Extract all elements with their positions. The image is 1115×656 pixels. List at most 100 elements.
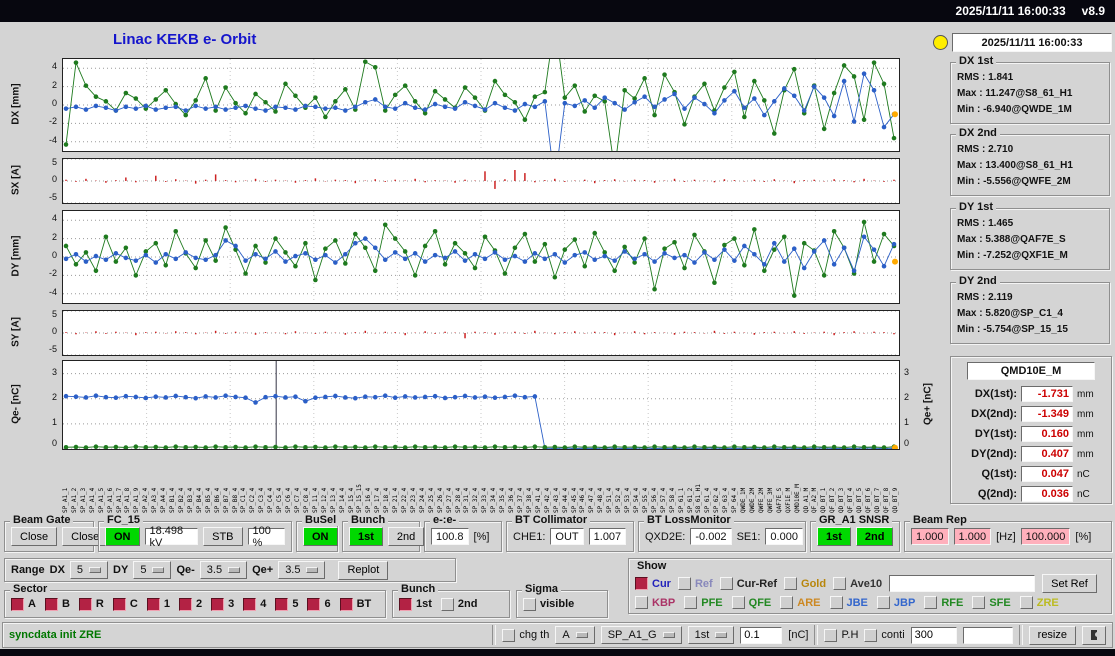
beam-gate-close-1-button[interactable]: Close [11, 527, 58, 546]
bpm-label: QD_A1_M [802, 487, 810, 513]
show-jbp-checkbox-item[interactable]: JBP [876, 596, 915, 609]
checkbox[interactable] [635, 596, 648, 609]
range-qem-select[interactable]: 3.5 [199, 561, 248, 579]
sy-steering-plot[interactable] [62, 310, 900, 356]
replot-button[interactable]: Replot [338, 560, 389, 580]
ph-checkbox-item[interactable]: P.H [824, 628, 858, 642]
checkbox[interactable] [211, 597, 225, 611]
beam-gate-close-2-button[interactable]: Close [62, 527, 109, 546]
bpm-label: SP_36_4 [508, 487, 516, 513]
show-rfe-checkbox-item[interactable]: RFE [924, 596, 963, 609]
checkbox[interactable] [146, 597, 160, 611]
sector-2-checkbox-item[interactable]: 2 [178, 597, 202, 611]
checkbox[interactable] [178, 597, 192, 611]
show-gold-checkbox-item[interactable]: Gold [784, 577, 826, 590]
sector-5-checkbox-item[interactable]: 5 [275, 597, 298, 611]
checkbox[interactable] [833, 577, 847, 590]
busel-on-button[interactable]: ON [303, 527, 338, 546]
checkbox[interactable] [502, 628, 516, 642]
show-sfe-checkbox-item[interactable]: SFE [972, 596, 1011, 609]
checkbox[interactable] [523, 597, 536, 611]
checkbox[interactable] [635, 577, 648, 590]
show-are-checkbox-item[interactable]: ARE [780, 596, 821, 609]
sector-c-checkbox-item[interactable]: C [112, 597, 138, 611]
gr-snsr-2nd-button[interactable]: 2nd [855, 527, 894, 546]
sector-6-checkbox-item[interactable]: 6 [307, 597, 331, 611]
checkbox[interactable] [307, 597, 321, 611]
gr-snsr-1st-button[interactable]: 1st [817, 527, 851, 546]
sector-bt-checkbox-item[interactable]: BT [339, 597, 371, 611]
fc15-title: FC_15 [104, 514, 144, 526]
checkbox[interactable] [780, 596, 794, 609]
range-qep-select[interactable]: 3.5 [278, 561, 326, 579]
checkbox[interactable] [876, 596, 890, 609]
sector-select[interactable]: A [555, 626, 595, 644]
bunch-2nd-checkbox-item[interactable]: 2nd [440, 597, 477, 611]
checkbox[interactable] [275, 597, 289, 611]
range-dx-select[interactable]: 5 [69, 561, 109, 579]
bunch-2nd-button[interactable]: 2nd [387, 527, 425, 546]
aux-input[interactable] [962, 626, 1013, 644]
option-menu-dash-icon [575, 632, 588, 638]
charge-plot[interactable] [62, 360, 900, 450]
checkbox[interactable] [112, 597, 126, 611]
fc15-on-button[interactable]: ON [105, 527, 140, 546]
bpm-select[interactable]: SP_A1_G [600, 626, 682, 644]
sector-r-checkbox-item[interactable]: R [78, 597, 104, 611]
dx-orbit-plot[interactable] [62, 58, 900, 152]
conti-checkbox-item[interactable]: conti [864, 628, 905, 642]
checkbox[interactable] [1019, 596, 1033, 609]
show-cur-checkbox-item[interactable]: Cur [635, 577, 671, 590]
show-cur-ref-checkbox-item[interactable]: Cur-Ref [719, 577, 777, 590]
sx-steering-plot[interactable] [62, 158, 900, 204]
checkbox[interactable] [677, 577, 691, 590]
tick-label: 3 [51, 366, 57, 377]
sector-b-checkbox-item[interactable]: B [44, 597, 70, 611]
bunch-1st-button[interactable]: 1st [349, 527, 383, 546]
chg-th-checkbox-item[interactable]: chg th [502, 628, 549, 642]
che1-label: CHE1: [513, 530, 546, 543]
snapshot-button[interactable] [1082, 625, 1106, 645]
checkbox-label: PFE [701, 596, 723, 609]
checkbox[interactable] [864, 628, 878, 642]
sector-3-checkbox-item[interactable]: 3 [211, 597, 234, 611]
checkbox[interactable] [731, 596, 745, 609]
period-input[interactable] [910, 626, 957, 644]
bt-collimator-title: BT Collimator [512, 514, 591, 526]
bunch-select[interactable]: 1st [687, 626, 735, 644]
threshold-input[interactable] [740, 626, 783, 644]
checkbox[interactable] [719, 577, 733, 590]
checkbox[interactable] [243, 597, 257, 611]
checkbox[interactable] [784, 577, 798, 590]
show-qfe-checkbox-item[interactable]: QFE [731, 596, 771, 609]
checkbox[interactable] [972, 596, 986, 609]
ref-name-input[interactable] [889, 575, 1036, 592]
checkbox[interactable] [824, 628, 838, 642]
sector-1-checkbox-item[interactable]: 1 [146, 597, 170, 611]
checkbox[interactable] [440, 597, 454, 611]
show-pfe-checkbox-item[interactable]: PFE [684, 596, 723, 609]
bunch-1st-checkbox-item[interactable]: 1st [399, 597, 432, 611]
checkbox[interactable] [78, 597, 92, 611]
bpm-label: SP_42_4 [543, 487, 551, 513]
show-jbe-checkbox-item[interactable]: JBE [829, 596, 868, 609]
checkbox[interactable] [44, 597, 58, 611]
dy-orbit-plot[interactable] [62, 210, 900, 304]
checkbox[interactable] [11, 597, 24, 611]
show-ref-checkbox-item[interactable]: Ref [677, 577, 713, 590]
range-dy-select[interactable]: 5 [133, 561, 172, 579]
resize-button[interactable]: resize [1028, 625, 1076, 645]
checkbox[interactable] [924, 596, 938, 609]
sector-a-checkbox-item[interactable]: A [11, 597, 36, 611]
set-ref-button[interactable]: Set Ref [1042, 574, 1097, 593]
checkbox[interactable] [684, 596, 698, 609]
show-ave10-checkbox-item[interactable]: Ave10 [833, 577, 882, 590]
checkbox[interactable] [399, 597, 412, 611]
sector-4-checkbox-item[interactable]: 4 [243, 597, 266, 611]
show-zre-checkbox-item[interactable]: ZRE [1019, 596, 1059, 609]
show-kbp-checkbox-item[interactable]: KBP [635, 596, 675, 609]
checkbox[interactable] [829, 596, 843, 609]
fc15-stb-button[interactable]: STB [203, 527, 243, 546]
checkbox[interactable] [339, 597, 353, 611]
sigma-visible-checkbox-item[interactable]: visible [523, 597, 574, 611]
